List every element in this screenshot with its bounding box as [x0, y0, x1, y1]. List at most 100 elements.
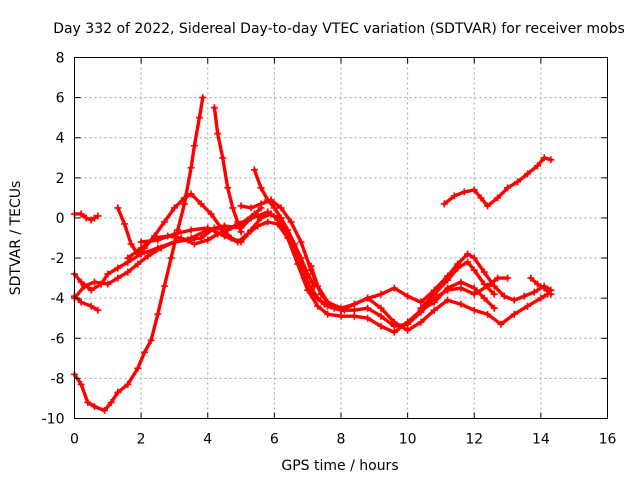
data-point: [250, 166, 258, 174]
data-point: [204, 224, 212, 232]
data-point: [154, 236, 162, 244]
data-point: [457, 300, 465, 308]
data-point: [470, 186, 478, 194]
data-point: [390, 318, 398, 326]
data-point: [524, 302, 532, 310]
y-tick-label: 6: [56, 91, 65, 107]
chart-title: Day 332 of 2022, Sidereal Day-to-day VTE…: [53, 21, 625, 37]
data-point: [187, 226, 195, 234]
data-point: [170, 230, 178, 238]
x-tick-label: 16: [599, 432, 617, 448]
data-point: [104, 270, 112, 278]
data-point: [490, 282, 498, 290]
data-point: [177, 234, 185, 242]
data-point: [257, 200, 265, 208]
data-point: [297, 238, 305, 246]
data-point: [284, 226, 292, 234]
series-trace: [419, 260, 496, 310]
data-point: [524, 170, 532, 178]
data-point: [224, 184, 232, 192]
series-arc-cluster-2: [137, 218, 498, 336]
data-point: [534, 162, 542, 170]
data-point: [540, 154, 548, 162]
data-point: [187, 190, 195, 198]
data-point: [217, 224, 225, 232]
data-point: [77, 380, 85, 388]
data-point: [417, 318, 425, 326]
data-point: [514, 178, 522, 186]
data-point: [457, 278, 465, 286]
data-point: [237, 202, 245, 210]
data-point: [107, 398, 115, 406]
data-point: [444, 284, 452, 292]
data-point: [547, 290, 555, 298]
y-axis-title: SDTVAR / TECUs: [8, 181, 24, 296]
series-arc-fall-peak: [210, 104, 245, 236]
data-point: [124, 268, 132, 276]
data-point: [90, 278, 98, 286]
data-point: [510, 296, 518, 304]
data-point: [229, 204, 237, 212]
series-trace: [529, 276, 553, 296]
data-point: [314, 282, 322, 290]
data-point: [77, 298, 85, 306]
data-point: [80, 282, 88, 290]
data-point: [404, 318, 412, 326]
series-arc-morning-a: [71, 210, 102, 224]
x-tick-label: 0: [70, 432, 79, 448]
y-tick-label: 8: [56, 51, 65, 67]
data-point: [430, 298, 438, 306]
data-point: [154, 310, 162, 318]
data-point: [87, 302, 95, 310]
data-point: [304, 270, 312, 278]
data-point: [257, 184, 265, 192]
y-tick-label: -8: [51, 371, 65, 387]
data-point: [520, 292, 528, 300]
data-point: [287, 218, 295, 226]
data-point: [470, 284, 478, 292]
series-arc-mid-2: [417, 258, 498, 312]
data-point: [244, 230, 252, 238]
data-point: [364, 304, 372, 312]
data-point: [94, 306, 102, 314]
data-point: [254, 212, 262, 220]
data-point: [444, 296, 452, 304]
data-point: [337, 312, 345, 320]
data-point: [157, 244, 165, 252]
data-point: [484, 202, 492, 210]
data-point: [195, 114, 203, 122]
data-point: [197, 200, 205, 208]
data-point: [547, 156, 555, 164]
data-point: [537, 294, 545, 302]
series-layer: [71, 94, 555, 414]
series-arc-rising-end: [440, 154, 555, 210]
data-point: [104, 280, 112, 288]
data-point: [147, 336, 155, 344]
data-point: [444, 276, 452, 284]
data-point: [254, 222, 262, 230]
data-point: [530, 288, 538, 296]
data-point: [440, 200, 448, 208]
data-point: [214, 130, 222, 138]
data-point: [454, 264, 462, 272]
data-point: [137, 244, 145, 252]
data-point: [430, 290, 438, 298]
data-point: [350, 300, 358, 308]
y-tick-label: 2: [56, 171, 65, 187]
data-point: [540, 284, 548, 292]
data-point: [404, 326, 412, 334]
data-point: [160, 282, 168, 290]
data-point: [114, 264, 122, 272]
data-point: [510, 310, 518, 318]
data-point: [114, 274, 122, 282]
data-point: [497, 320, 505, 328]
data-point: [277, 204, 285, 212]
data-point: [297, 254, 305, 262]
y-tick-label: -6: [51, 331, 65, 347]
series-arc-mid-1: [307, 250, 555, 312]
data-point: [84, 398, 92, 406]
data-point: [220, 232, 228, 240]
data-point: [94, 212, 102, 220]
y-tick-label: -4: [51, 291, 65, 307]
data-point: [464, 258, 472, 266]
